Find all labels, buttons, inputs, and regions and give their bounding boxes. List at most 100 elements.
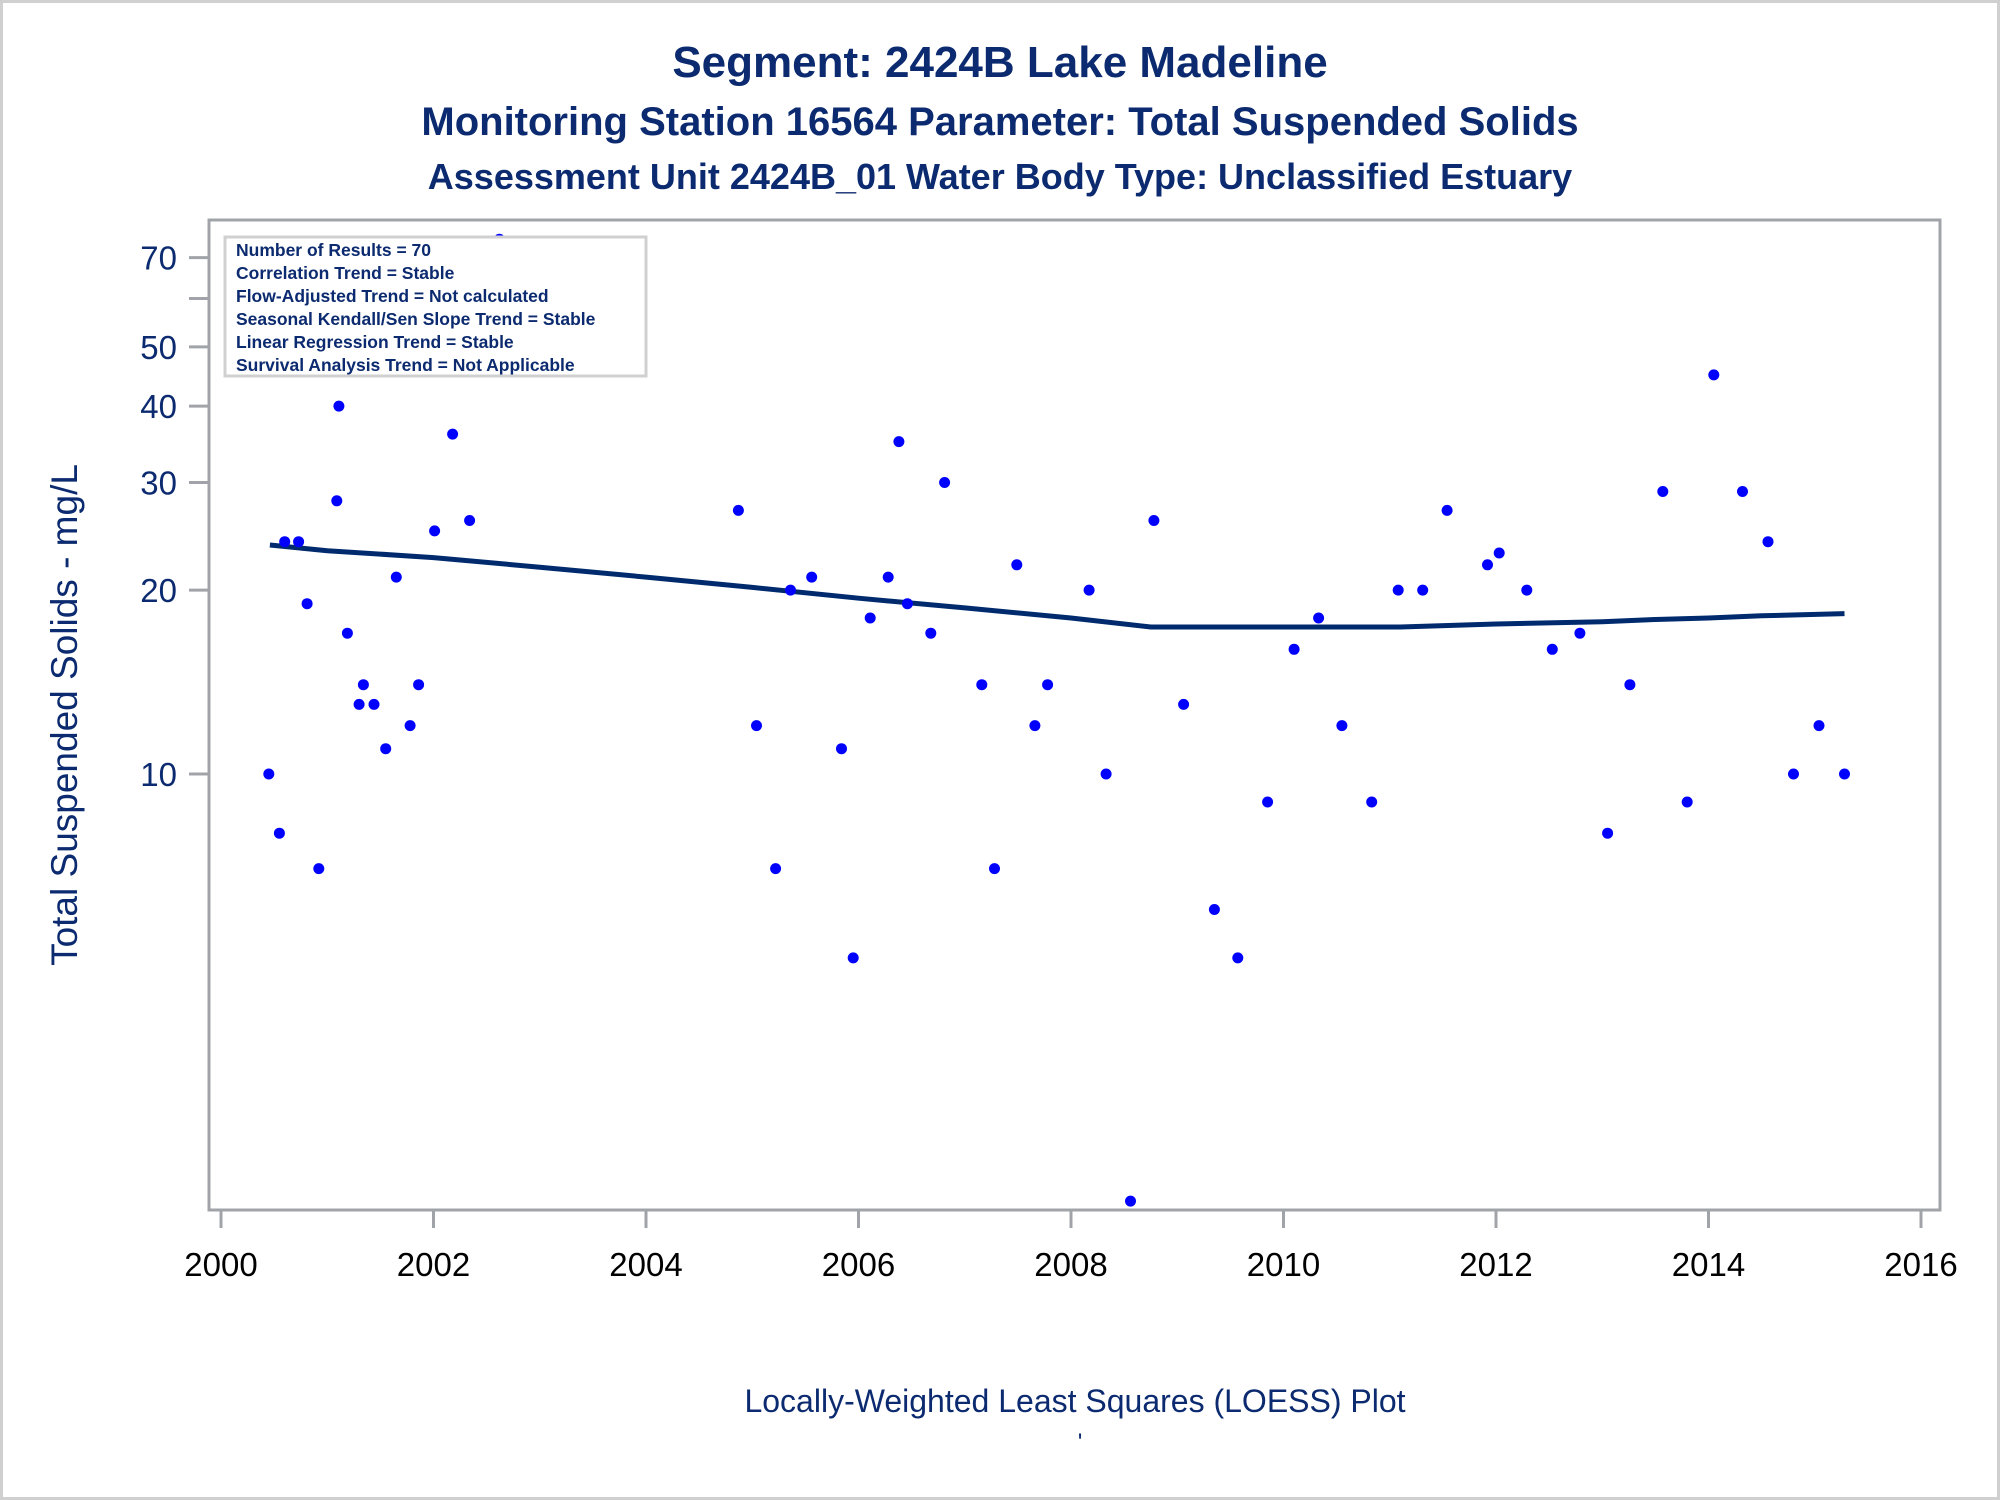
x-tick-label: 2002 xyxy=(397,1246,470,1283)
x-tick-label: 2012 xyxy=(1459,1246,1532,1283)
plot-footnote: Locally-Weighted Least Squares (LOESS) P… xyxy=(744,1383,1405,1419)
y-tick-label: 40 xyxy=(140,388,177,425)
data-point xyxy=(1788,768,1799,780)
data-point xyxy=(939,477,951,488)
chart-title: Segment: 2424B Lake Madeline xyxy=(672,38,1328,87)
data-point xyxy=(1762,536,1774,548)
data-point xyxy=(1011,559,1023,571)
data-point xyxy=(429,525,441,537)
data-point xyxy=(1366,796,1378,808)
y-tick-label: 10 xyxy=(140,756,177,793)
data-point xyxy=(279,536,291,548)
chart-subtitle-station: Monitoring Station 16564 Parameter: Tota… xyxy=(421,100,1579,144)
data-point xyxy=(836,743,847,755)
data-point xyxy=(1624,679,1636,691)
data-point xyxy=(1313,612,1325,624)
data-point xyxy=(368,698,380,710)
data-point xyxy=(464,515,476,526)
data-point xyxy=(1208,904,1220,915)
data-point xyxy=(390,571,402,583)
data-point xyxy=(1178,698,1190,710)
legend-line: Seasonal Kendall/Sen Slope Trend = Stabl… xyxy=(236,309,596,329)
y-tick-label: 70 xyxy=(140,240,177,277)
data-point xyxy=(1482,559,1493,571)
x-tick-label: 2004 xyxy=(609,1246,682,1283)
legend-box xyxy=(223,235,648,378)
data-point xyxy=(293,536,305,548)
y-tick-label: 20 xyxy=(140,572,177,609)
x-axis: 2000 2002 2004 2006 2008 2010 2012 2014 2016 xyxy=(184,1210,1958,1283)
data-point xyxy=(847,952,859,964)
data-point xyxy=(882,571,894,583)
data-point xyxy=(785,584,796,596)
data-point xyxy=(989,863,1000,875)
data-point xyxy=(353,698,365,710)
data-point xyxy=(301,598,313,610)
legend-line: Linear Regression Trend = Stable xyxy=(236,332,514,352)
data-point xyxy=(1417,584,1429,596)
data-point xyxy=(1148,515,1160,526)
x-tick-label: 2010 xyxy=(1247,1246,1320,1283)
data-point xyxy=(313,863,325,875)
y-tick-label: 50 xyxy=(140,329,177,366)
data-point xyxy=(806,571,818,583)
data-point xyxy=(1737,486,1748,497)
data-point xyxy=(404,720,416,732)
data-point xyxy=(1521,584,1533,596)
data-point xyxy=(1681,796,1693,808)
data-point xyxy=(1493,547,1505,559)
data-point xyxy=(263,768,275,780)
data-point xyxy=(770,863,782,875)
data-point xyxy=(732,504,744,516)
footnote-mark: ' xyxy=(1078,1429,1083,1456)
data-point xyxy=(1262,796,1274,808)
legend-line: Number of Results = 70 xyxy=(236,240,431,260)
chart-subtitle-assessment: Assessment Unit 2424B_01 Water Body Type… xyxy=(427,156,1573,197)
x-tick-label: 2016 xyxy=(1884,1246,1957,1283)
data-point xyxy=(357,679,369,691)
data-point xyxy=(864,612,876,624)
data-point xyxy=(1029,720,1041,732)
x-tick-label: 2000 xyxy=(184,1246,257,1283)
data-point xyxy=(1657,486,1669,497)
data-point xyxy=(333,400,345,412)
data-point xyxy=(1441,504,1453,516)
data-point xyxy=(1288,643,1300,655)
loess-line xyxy=(269,542,1845,630)
data-point xyxy=(1546,643,1558,655)
data-point xyxy=(901,598,913,610)
data-point xyxy=(1042,679,1054,691)
data-point xyxy=(331,495,343,507)
data-point xyxy=(751,720,762,732)
data-point xyxy=(1125,1195,1136,1207)
y-axis-title: Total Suspended Solids - mg/L xyxy=(44,464,85,966)
data-point xyxy=(1839,768,1850,780)
plot-area xyxy=(207,218,1942,1212)
stats-legend: Number of Results = 70 Correlation Trend … xyxy=(223,235,648,378)
data-point xyxy=(341,627,353,639)
data-point xyxy=(925,627,937,639)
legend-line: Correlation Trend = Stable xyxy=(236,263,455,283)
data-point xyxy=(1100,768,1112,780)
data-point xyxy=(1392,584,1404,596)
data-point xyxy=(893,436,905,448)
x-tick-label: 2006 xyxy=(822,1246,895,1283)
y-axis: 10 20 30 40 50 70 xyxy=(140,240,209,793)
y-tick-label: 30 xyxy=(140,464,177,501)
data-point xyxy=(1336,720,1348,732)
data-point xyxy=(1708,369,1720,381)
legend-line: Survival Analysis Trend = Not Applicable xyxy=(236,355,575,375)
x-tick-label: 2008 xyxy=(1034,1246,1107,1283)
data-point xyxy=(273,827,285,839)
data-point xyxy=(1083,584,1095,596)
x-tick-label: 2014 xyxy=(1672,1246,1745,1283)
data-point xyxy=(976,679,988,691)
data-points xyxy=(263,233,1850,1207)
data-point xyxy=(1813,720,1825,732)
data-point xyxy=(1602,827,1614,839)
data-point xyxy=(413,679,425,691)
data-point xyxy=(1232,952,1244,964)
data-point xyxy=(380,743,392,755)
legend-line: Flow-Adjusted Trend = Not calculated xyxy=(236,286,549,306)
